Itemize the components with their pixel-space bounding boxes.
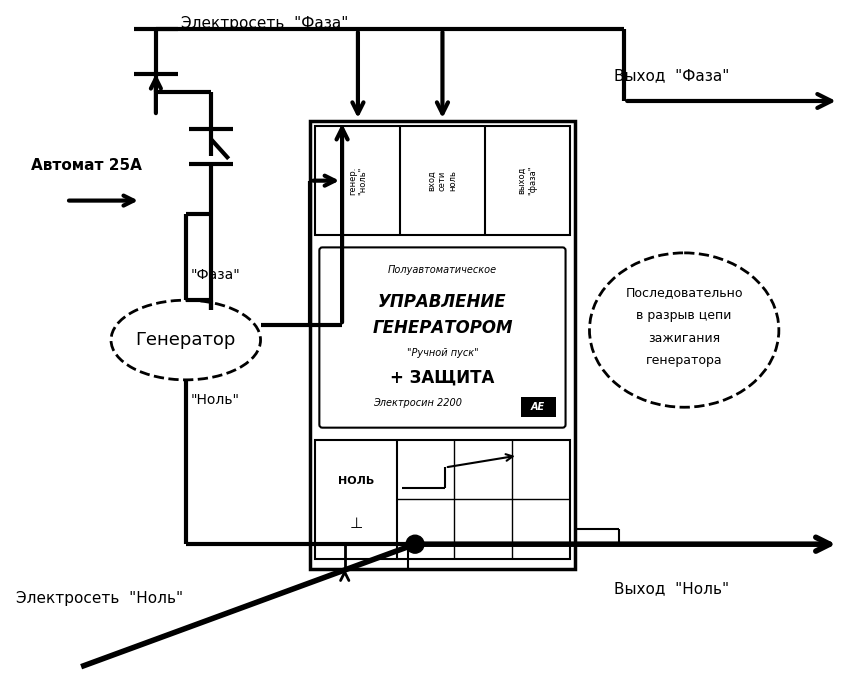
Text: Электросеть  "Фаза": Электросеть "Фаза" bbox=[181, 16, 348, 31]
Text: генер.
"ноль": генер. "ноль" bbox=[348, 166, 367, 195]
Text: в разрыв цепи: в разрыв цепи bbox=[637, 309, 732, 321]
Text: выход
"фаза": выход "фаза" bbox=[518, 166, 537, 195]
FancyBboxPatch shape bbox=[311, 121, 574, 569]
Text: Выход  "Ноль": Выход "Ноль" bbox=[615, 581, 729, 596]
Text: "Ручной пуск": "Ручной пуск" bbox=[407, 348, 479, 358]
Text: ⊥: ⊥ bbox=[349, 516, 363, 530]
Text: зажигания: зажигания bbox=[648, 332, 720, 345]
Circle shape bbox=[406, 535, 424, 553]
Text: Выход  "Фаза": Выход "Фаза" bbox=[615, 69, 730, 83]
Text: Электросин 2200: Электросин 2200 bbox=[373, 398, 462, 408]
Text: Электросеть  "Ноль": Электросеть "Ноль" bbox=[16, 592, 183, 606]
Text: УПРАВЛЕНИЕ: УПРАВЛЕНИЕ bbox=[378, 293, 507, 311]
Text: Генератор: Генератор bbox=[135, 331, 236, 349]
Text: Последовательно: Последовательно bbox=[626, 286, 743, 299]
Text: "Фаза": "Фаза" bbox=[191, 268, 241, 282]
FancyBboxPatch shape bbox=[520, 397, 556, 417]
Text: АЕ: АЕ bbox=[531, 402, 544, 411]
Text: Полуавтоматическое: Полуавтоматическое bbox=[388, 266, 497, 275]
Text: + ЗАЩИТА: + ЗАЩИТА bbox=[390, 369, 495, 387]
Ellipse shape bbox=[111, 300, 260, 380]
FancyBboxPatch shape bbox=[315, 126, 569, 235]
Text: вход
сети
ноль: вход сети ноль bbox=[427, 170, 457, 191]
FancyBboxPatch shape bbox=[315, 440, 569, 559]
Text: "Ноль": "Ноль" bbox=[191, 393, 240, 407]
Text: Автомат 25А: Автомат 25А bbox=[32, 158, 142, 173]
Text: НОЛЬ: НОЛЬ bbox=[338, 477, 374, 486]
FancyBboxPatch shape bbox=[319, 248, 566, 428]
Ellipse shape bbox=[590, 253, 779, 407]
Text: генератора: генератора bbox=[646, 354, 722, 367]
Text: ГЕНЕРАТОРОМ: ГЕНЕРАТОРОМ bbox=[372, 319, 513, 337]
